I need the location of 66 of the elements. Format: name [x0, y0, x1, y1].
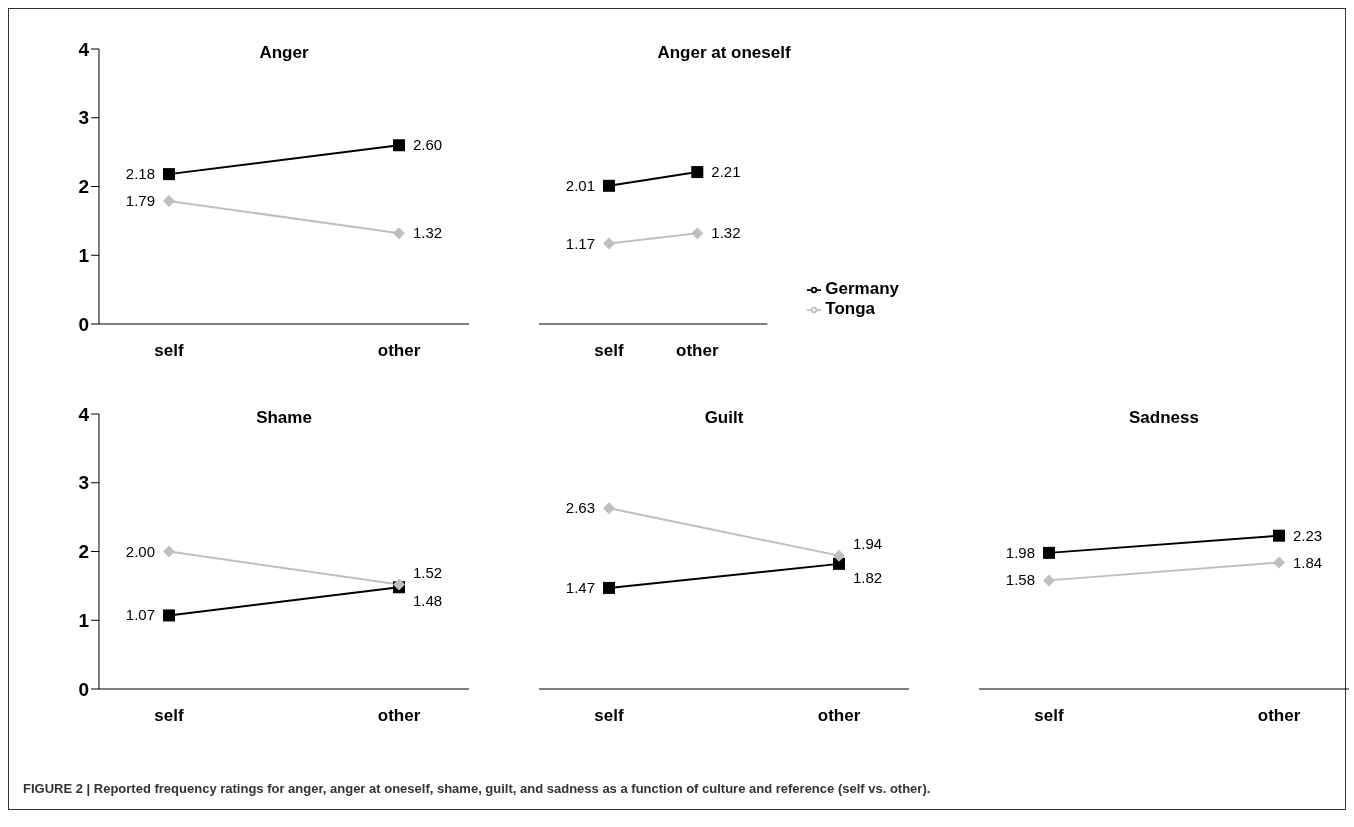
y-tick-label: 4 — [78, 403, 90, 425]
chart-title: Sadness — [1128, 408, 1200, 428]
x-tick-label: self — [154, 706, 184, 726]
x-tick-label: self — [594, 341, 624, 361]
data-label: 2.23 — [1293, 526, 1323, 544]
point — [163, 194, 175, 207]
data-label: 1.07 — [125, 606, 155, 624]
point — [1273, 556, 1285, 569]
x-tick-label: other — [817, 706, 861, 726]
data-label: 1.47 — [565, 578, 595, 596]
point — [691, 227, 704, 240]
data-label: 2.18 — [125, 165, 155, 183]
point — [603, 237, 615, 250]
point — [603, 581, 615, 594]
data-label: 2.63 — [565, 499, 595, 517]
data-label: 1.82 — [853, 568, 883, 586]
point — [603, 179, 615, 192]
data-label: 1.98 — [1005, 543, 1035, 561]
data-label: 2.01 — [565, 176, 595, 194]
point — [603, 502, 615, 515]
point — [163, 609, 175, 622]
point — [393, 227, 405, 240]
point — [1043, 546, 1055, 559]
data-label: 1.48 — [413, 592, 443, 610]
data-label: 2.60 — [413, 136, 443, 154]
caption: FIGURE 2 | Reported frequency ratings for anger, anger at oneself, shame, guilt, and sadness as a function of culture and reference (self vs. other). — [23, 781, 931, 796]
point — [163, 168, 175, 181]
legend-label: Germany — [825, 279, 899, 298]
x-tick-label: other — [1257, 706, 1301, 726]
x-tick-label: other — [377, 706, 421, 726]
y-tick-label: 1 — [78, 244, 90, 266]
point — [691, 166, 704, 179]
data-label: 1.32 — [711, 224, 741, 242]
legend-label: Tonga — [825, 299, 876, 318]
point — [1273, 529, 1285, 542]
data-label: 1.94 — [853, 534, 883, 552]
y-tick-label: 3 — [78, 472, 89, 494]
chart-title: Anger — [258, 43, 310, 63]
data-label: 1.58 — [1005, 571, 1035, 589]
chart-title: Anger at oneself — [656, 43, 792, 63]
data-label: 1.17 — [565, 234, 595, 252]
point — [833, 557, 845, 570]
y-tick-label: 4 — [78, 38, 90, 60]
x-tick-label: self — [1034, 706, 1064, 726]
x-tick-label: self — [594, 706, 624, 726]
chart-title: Shame — [255, 408, 313, 428]
x-tick-label: other — [676, 341, 719, 361]
point — [833, 549, 845, 562]
x-tick-label: self — [154, 341, 184, 361]
data-label: 1.32 — [413, 224, 443, 242]
point — [163, 545, 175, 558]
point — [393, 139, 405, 152]
y-tick-label: 1 — [78, 609, 90, 631]
data-label: 2.00 — [125, 542, 155, 560]
data-label: 1.84 — [1293, 553, 1323, 571]
data-label: 1.52 — [413, 563, 443, 581]
y-tick-label: 2 — [78, 176, 89, 198]
y-tick-label: 0 — [78, 313, 89, 335]
y-tick-label: 2 — [78, 541, 89, 563]
y-tick-label: 0 — [78, 678, 89, 700]
data-label: 2.21 — [711, 163, 741, 181]
point — [1043, 574, 1055, 587]
x-tick-label: other — [377, 341, 421, 361]
y-tick-label: 3 — [78, 107, 89, 129]
data-label: 1.79 — [125, 191, 155, 209]
chart-title: Guilt — [703, 408, 745, 428]
